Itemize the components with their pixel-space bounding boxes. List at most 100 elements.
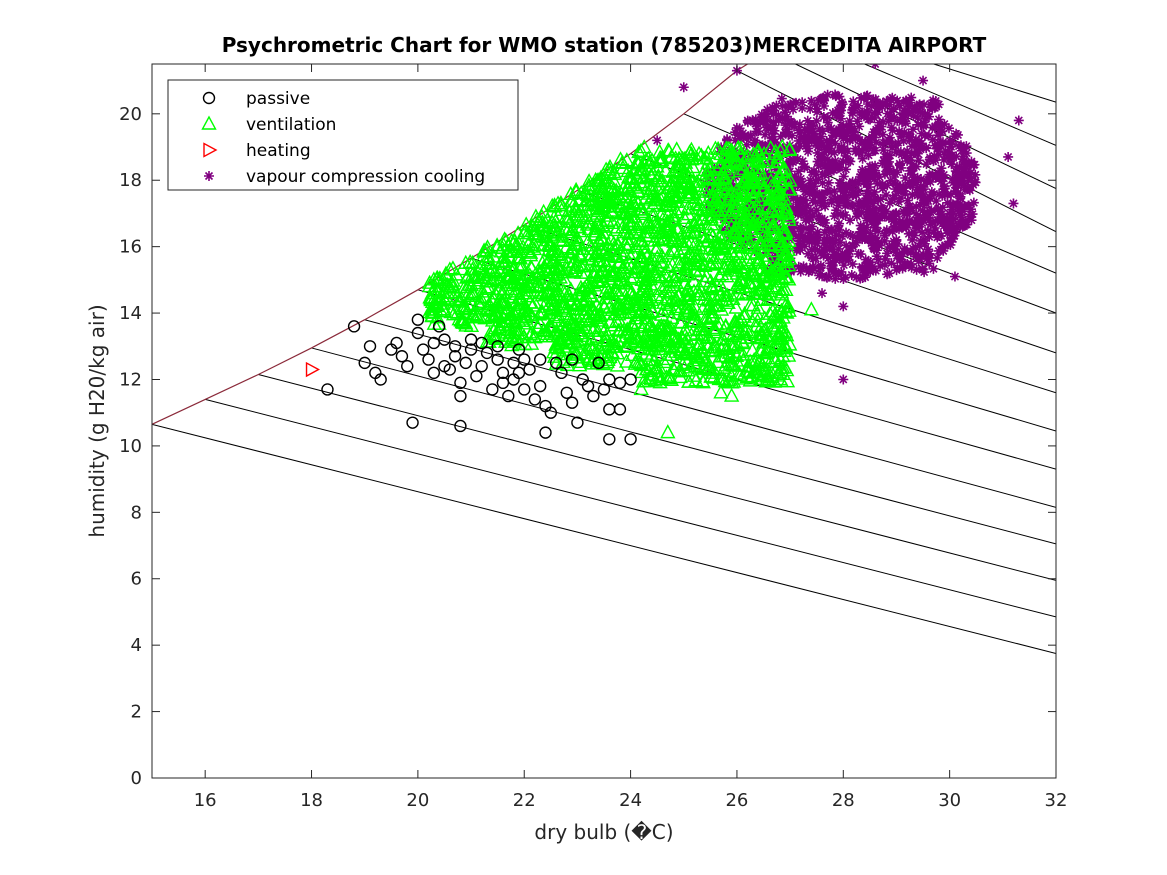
ventilation-point xyxy=(576,197,593,212)
cooling-point xyxy=(907,158,918,169)
cooling-point xyxy=(803,146,814,157)
ventilation-point xyxy=(803,301,820,316)
passive-point xyxy=(518,353,531,366)
cooling-point xyxy=(808,120,819,131)
ventilation-point xyxy=(773,238,789,254)
cooling-point xyxy=(761,122,772,133)
ventilation-point xyxy=(709,191,725,206)
cooling-point xyxy=(970,169,981,180)
cooling-point xyxy=(812,156,823,167)
ventilation-point xyxy=(686,214,702,230)
cooling-point xyxy=(780,115,791,126)
cooling-point xyxy=(822,117,833,128)
ventilation-point xyxy=(709,162,725,177)
ventilation-point xyxy=(498,232,514,247)
ventilation-point xyxy=(686,217,702,232)
cooling-point xyxy=(869,174,880,185)
cooling-point xyxy=(889,171,900,182)
passive-point xyxy=(502,389,515,403)
ventilation-point xyxy=(513,292,530,307)
y-tick-label: 18 xyxy=(119,170,142,191)
ventilation-point xyxy=(773,203,789,218)
cooling-point xyxy=(939,119,950,130)
cooling-point xyxy=(742,115,753,126)
ventilation-point xyxy=(582,280,598,295)
cooling-point xyxy=(810,175,821,186)
cooling-point xyxy=(915,144,926,155)
ventilation-point xyxy=(600,246,616,261)
ventilation-point xyxy=(673,170,690,185)
ventilation-point xyxy=(617,257,634,272)
cooling-point xyxy=(861,213,872,224)
cooling-point xyxy=(837,231,848,242)
ventilation-point xyxy=(708,180,724,195)
ventilation-point xyxy=(571,353,588,368)
ventilation-point xyxy=(431,315,447,330)
passive-point xyxy=(549,356,563,370)
ventilation-point xyxy=(686,283,702,298)
ventilation-point xyxy=(705,227,721,242)
cooling-point xyxy=(922,225,933,236)
ventilation-point xyxy=(639,333,656,348)
cooling-point xyxy=(937,190,948,201)
cooling-point xyxy=(855,226,866,237)
ventilation-point xyxy=(658,197,675,213)
cooling-point xyxy=(894,160,905,171)
ventilation-point xyxy=(677,300,694,315)
cooling-point xyxy=(885,175,896,186)
cooling-point xyxy=(835,237,846,248)
cooling-point xyxy=(814,270,825,281)
ventilation-point xyxy=(557,305,574,321)
cooling-point xyxy=(906,258,917,269)
cooling-point xyxy=(934,127,945,138)
ventilation-point xyxy=(650,323,667,338)
cooling-point xyxy=(822,154,833,165)
ventilation-point xyxy=(458,254,474,269)
cooling-point xyxy=(805,124,816,135)
ventilation-point xyxy=(640,304,657,319)
cooling-point xyxy=(736,150,747,161)
cooling-point xyxy=(814,246,825,257)
cooling-point xyxy=(871,99,882,110)
legend-box xyxy=(167,79,519,191)
cooling-point xyxy=(853,100,864,111)
cooling-point xyxy=(898,136,909,147)
cooling-point xyxy=(924,215,935,226)
cooling-point xyxy=(867,198,878,209)
ventilation-point xyxy=(620,235,637,250)
ventilation-point xyxy=(706,321,723,337)
passive-point xyxy=(571,416,584,429)
ventilation-point xyxy=(713,384,729,399)
cooling-point xyxy=(747,166,758,177)
cooling-point xyxy=(919,207,930,218)
ventilation-point xyxy=(632,254,648,269)
ventilation-point xyxy=(482,302,499,317)
cooling-point xyxy=(839,128,850,139)
ventilation-point xyxy=(733,217,750,232)
cooling-point xyxy=(938,184,949,195)
cooling-point xyxy=(820,160,831,171)
cooling-point xyxy=(876,121,887,132)
ventilation-point xyxy=(522,294,538,309)
cooling-point xyxy=(927,122,938,133)
passive-point xyxy=(374,373,387,386)
cooling-point xyxy=(866,101,877,112)
cooling-point xyxy=(818,94,829,105)
cooling-point xyxy=(895,147,906,158)
passive-point xyxy=(459,356,472,370)
cooling-point xyxy=(892,262,903,273)
ventilation-point xyxy=(630,154,646,169)
cooling-point xyxy=(835,184,846,195)
cooling-point xyxy=(884,241,895,252)
ventilation-point xyxy=(549,322,565,337)
cooling-point xyxy=(909,148,920,159)
cooling-point xyxy=(814,213,825,224)
ventilation-point xyxy=(493,243,509,258)
ventilation-point xyxy=(721,140,737,155)
cooling-point xyxy=(946,159,957,170)
cooling-point xyxy=(944,147,955,158)
cooling-point xyxy=(741,139,752,150)
cooling-point xyxy=(867,209,878,220)
cooling-point xyxy=(927,102,938,113)
